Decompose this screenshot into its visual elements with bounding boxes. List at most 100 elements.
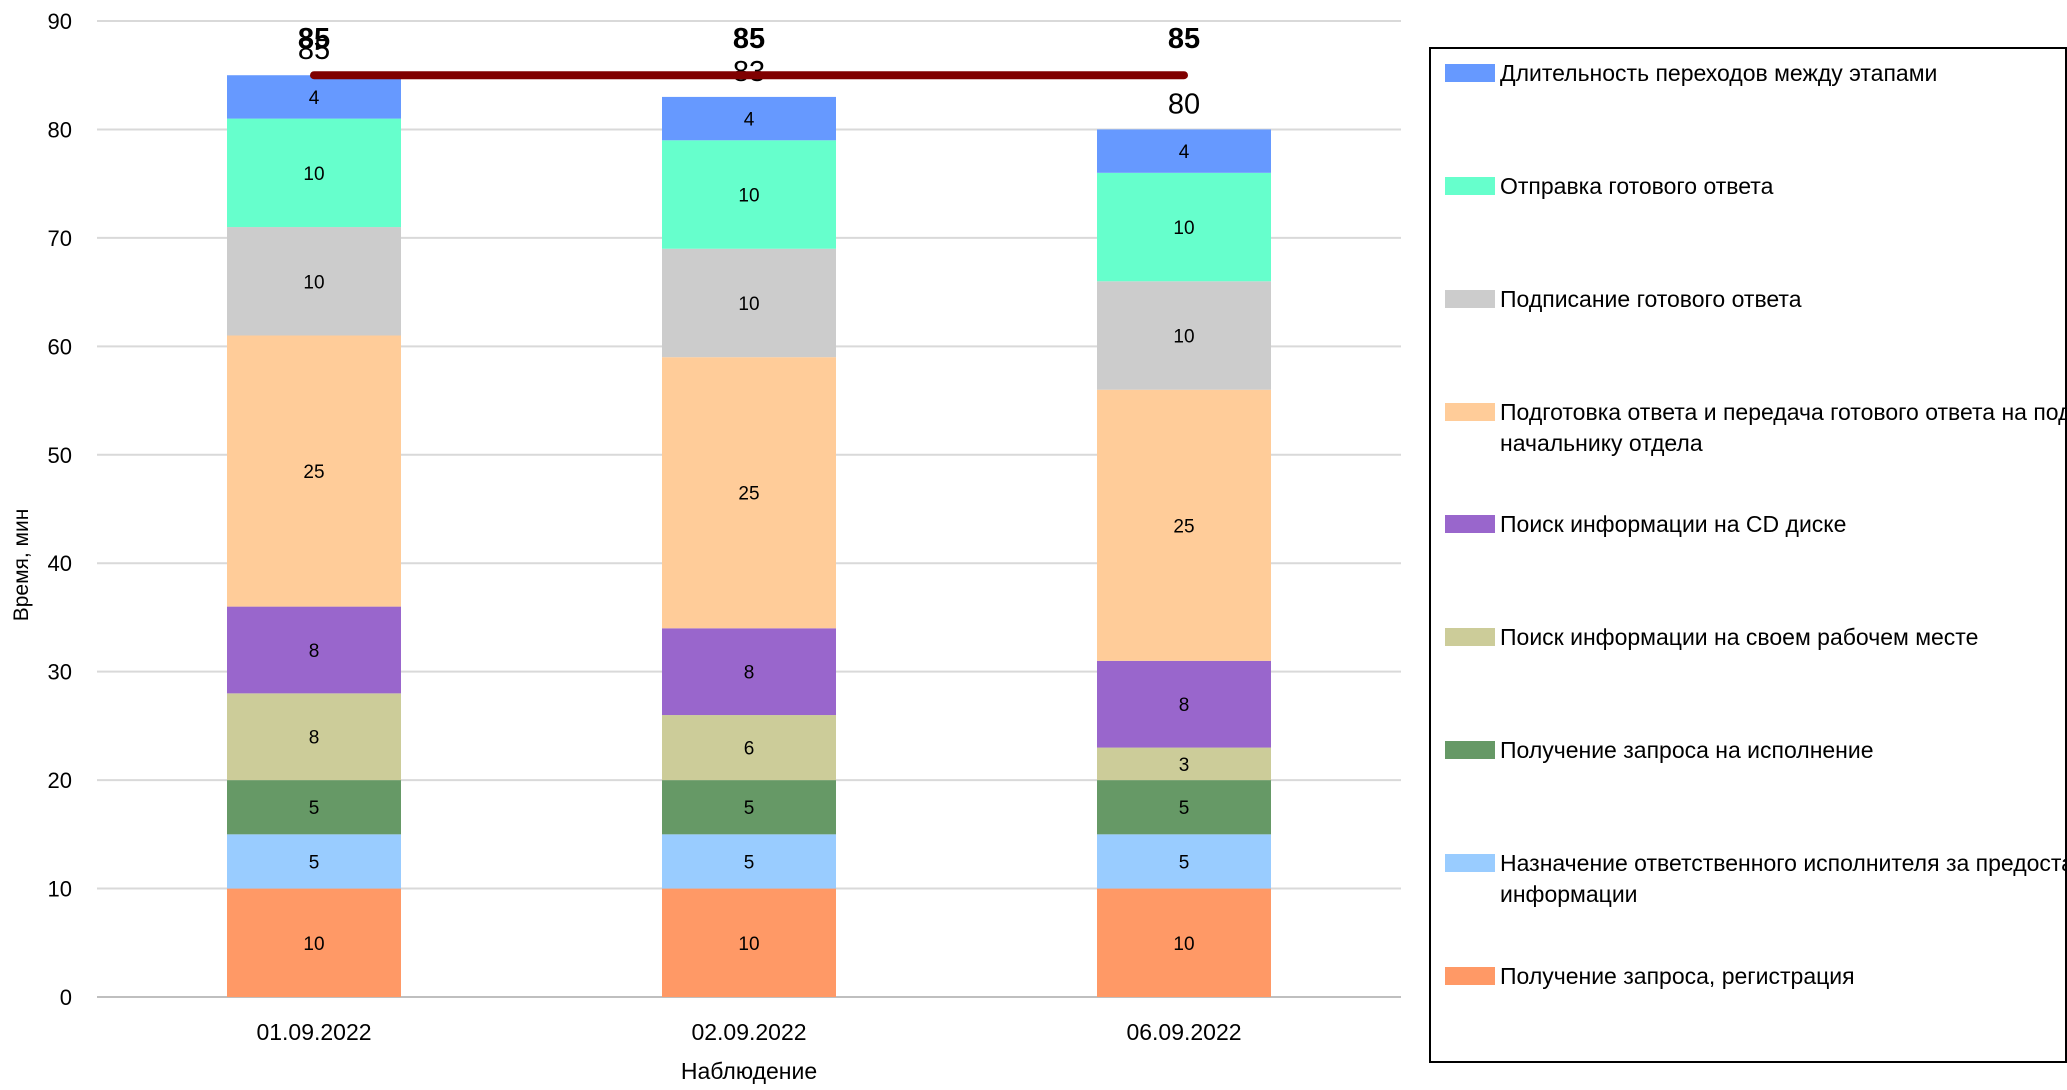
bar-value-label: 5 [744,798,755,819]
reference-value-label: 85 [298,23,330,55]
bar-segment [662,96,836,141]
bar-value-label: 10 [1173,218,1194,239]
bar-segment [227,118,401,228]
legend-label: Получение запроса, регистрация [1500,963,1855,989]
bar-segment [1097,780,1271,835]
bar-value-label: 25 [303,462,324,483]
bar-value-label: 8 [309,641,320,662]
legend-label: Подписание готового ответа [1500,286,1802,312]
y-tick-label: 60 [48,334,72,359]
bar-segment [1097,660,1271,748]
y-tick-label: 40 [48,551,72,576]
legend-swatch [1445,741,1495,759]
bar-value-label: 8 [1179,695,1190,716]
bar-segment [662,140,836,249]
legend-label: Поиск информации на своем рабочем месте [1500,624,1978,650]
y-tick-label: 10 [48,877,72,902]
bar-segment [662,628,836,716]
reference-value-label: 85 [1168,23,1200,55]
x-axis-label: Наблюдение [681,1058,817,1084]
legend: Длительность переходов между этапами Отпр… [1429,47,2067,1063]
bar-segment [1097,129,1271,173]
legend-label: Поиск информации на CD диске [1500,511,1846,537]
legend-items: Длительность переходов между этапами Отпр… [1445,60,2067,989]
x-tick-label: 02.09.2022 [691,1019,806,1045]
bar-segment [1097,747,1271,781]
bar-segment [227,834,401,889]
bar-segment [1097,389,1271,661]
bar-value-label: 5 [1179,798,1190,819]
legend-label: Отправка готового ответа [1500,173,1774,199]
bar-value-label: 5 [309,798,320,819]
bar-segment [227,888,401,997]
bar-value-label: 4 [1179,142,1190,163]
legend-swatch [1445,967,1495,985]
bar-segment [227,693,401,781]
bar-value-label: 25 [1173,516,1194,537]
bar-value-label: 8 [309,728,320,749]
bar-value-label: 25 [738,484,759,505]
y-tick-label: 0 [60,985,72,1010]
bar-value-label: 10 [738,934,759,955]
bar-total-label: 80 [1168,88,1200,120]
y-tick-label: 30 [48,660,72,685]
y-tick-label: 90 [48,9,72,34]
bar-value-label: 5 [309,852,320,873]
legend-swatch [1445,403,1495,421]
bar-segment [662,888,836,997]
bar-value-label: 10 [738,294,759,315]
legend-label: Подготовка ответа и передача готового от… [1500,399,2067,456]
bar-segment [662,780,836,835]
legend-swatch [1445,290,1495,308]
bar-value-label: 5 [744,852,755,873]
y-axis-ticks: 0 10 20 30 40 50 60 70 80 90 [48,9,72,1010]
y-tick-label: 70 [48,226,72,251]
legend-label: Назначение ответственного исполнителя за… [1500,850,2067,907]
legend-swatch [1445,854,1495,872]
legend-swatch [1445,515,1495,533]
legend-label: Получение запроса на исполнение [1500,737,1874,763]
bar-segment [1097,888,1271,997]
legend-label: Длительность переходов между этапами [1500,60,1937,86]
bar-segment [662,834,836,889]
legend-frame [1429,47,2067,1063]
bar-segment [1097,281,1271,390]
y-tick-label: 80 [48,117,72,142]
legend-swatch [1445,177,1495,195]
x-tick-label: 01.09.2022 [256,1019,371,1045]
bar-segment [1097,834,1271,889]
bar-segment [227,780,401,835]
y-tick-label: 20 [48,768,72,793]
bar-value-label: 4 [309,88,320,109]
bar-value-label: 3 [1179,755,1190,776]
bar-value-label: 10 [303,164,324,185]
bar-value-label: 5 [1179,852,1190,873]
bar-segment [1097,172,1271,282]
bar-segment [227,75,401,119]
legend-swatch [1445,64,1495,82]
bar-segment [662,715,836,781]
y-axis-label: Время, мин [10,509,33,622]
bar-value-label: 10 [303,934,324,955]
legend-swatch [1445,628,1495,646]
y-tick-label: 50 [48,443,72,468]
x-axis-ticks: 01.09.2022 02.09.2022 06.09.2022 [256,1019,1241,1045]
bar-value-label: 4 [744,110,755,131]
bar-segment [662,248,836,358]
bar-value-label: 8 [744,663,755,684]
x-tick-label: 06.09.2022 [1126,1019,1241,1045]
bar-segment [227,227,401,336]
bar-value-label: 10 [1173,934,1194,955]
bar-segment [227,606,401,694]
bar-segment [662,357,836,629]
bar-value-label: 10 [303,272,324,293]
bar-total-label: 85 [298,34,330,66]
bars-layer: 1055882510104851055682510104831055382510… [227,34,1271,997]
bar-value-label: 6 [744,739,755,760]
bar-value-label: 10 [738,186,759,207]
bar-segment [227,335,401,607]
bar-value-label: 10 [1173,326,1194,347]
reference-line-layer: 85 85 85 [298,23,1200,80]
